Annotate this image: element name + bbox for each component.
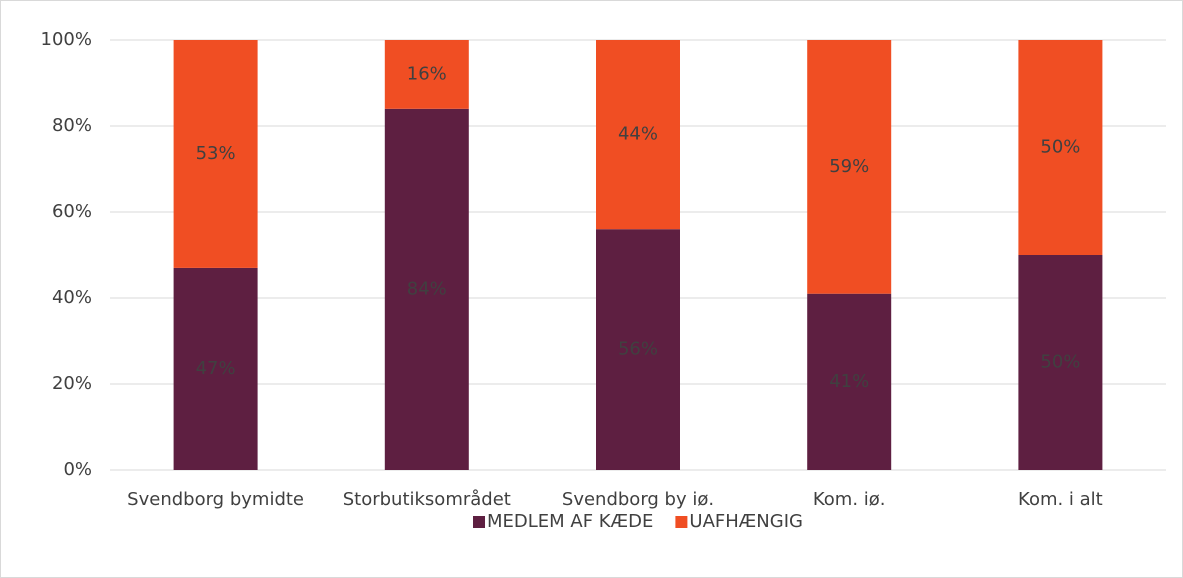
data-label: 41% xyxy=(829,371,869,392)
data-label: 59% xyxy=(829,156,869,177)
data-label: 50% xyxy=(1040,352,1080,373)
y-tick-label: 80% xyxy=(52,115,92,136)
bar-segment xyxy=(173,267,258,470)
bar-segment xyxy=(1018,255,1103,470)
x-tick-label: Kom. i alt xyxy=(1018,489,1103,510)
bar-segment xyxy=(596,229,680,470)
y-tick-label: 60% xyxy=(52,201,92,222)
bar-segment xyxy=(596,40,680,230)
data-label: 53% xyxy=(196,143,236,164)
x-tick-label: Svendborg by iø. xyxy=(562,489,714,510)
y-tick-label: 0% xyxy=(63,459,92,480)
data-label: 44% xyxy=(618,124,658,145)
y-tick-label: 20% xyxy=(52,373,92,394)
legend-label: UAFHÆNGIG xyxy=(689,511,803,532)
bar-segment xyxy=(384,108,469,471)
bar-segment xyxy=(173,40,258,268)
data-label: 56% xyxy=(618,339,658,360)
x-tick-label: Svendborg bymidte xyxy=(127,489,304,510)
legend-swatch xyxy=(473,516,486,528)
bar-segment xyxy=(807,40,892,294)
data-label: 50% xyxy=(1040,137,1080,158)
x-tick-label: Storbutiksområdet xyxy=(343,489,511,510)
data-label: 16% xyxy=(407,63,447,84)
legend-label: MEDLEM AF KÆDE xyxy=(487,511,653,532)
data-label: 47% xyxy=(196,358,236,379)
y-tick-label: 40% xyxy=(52,287,92,308)
bar-segment xyxy=(384,40,469,109)
legend-swatch xyxy=(675,516,688,528)
data-label: 84% xyxy=(407,278,447,299)
bar-segment xyxy=(807,293,892,470)
x-tick-label: Kom. iø. xyxy=(813,489,886,510)
y-tick-label: 100% xyxy=(41,29,92,50)
bar-segment xyxy=(1018,40,1103,255)
